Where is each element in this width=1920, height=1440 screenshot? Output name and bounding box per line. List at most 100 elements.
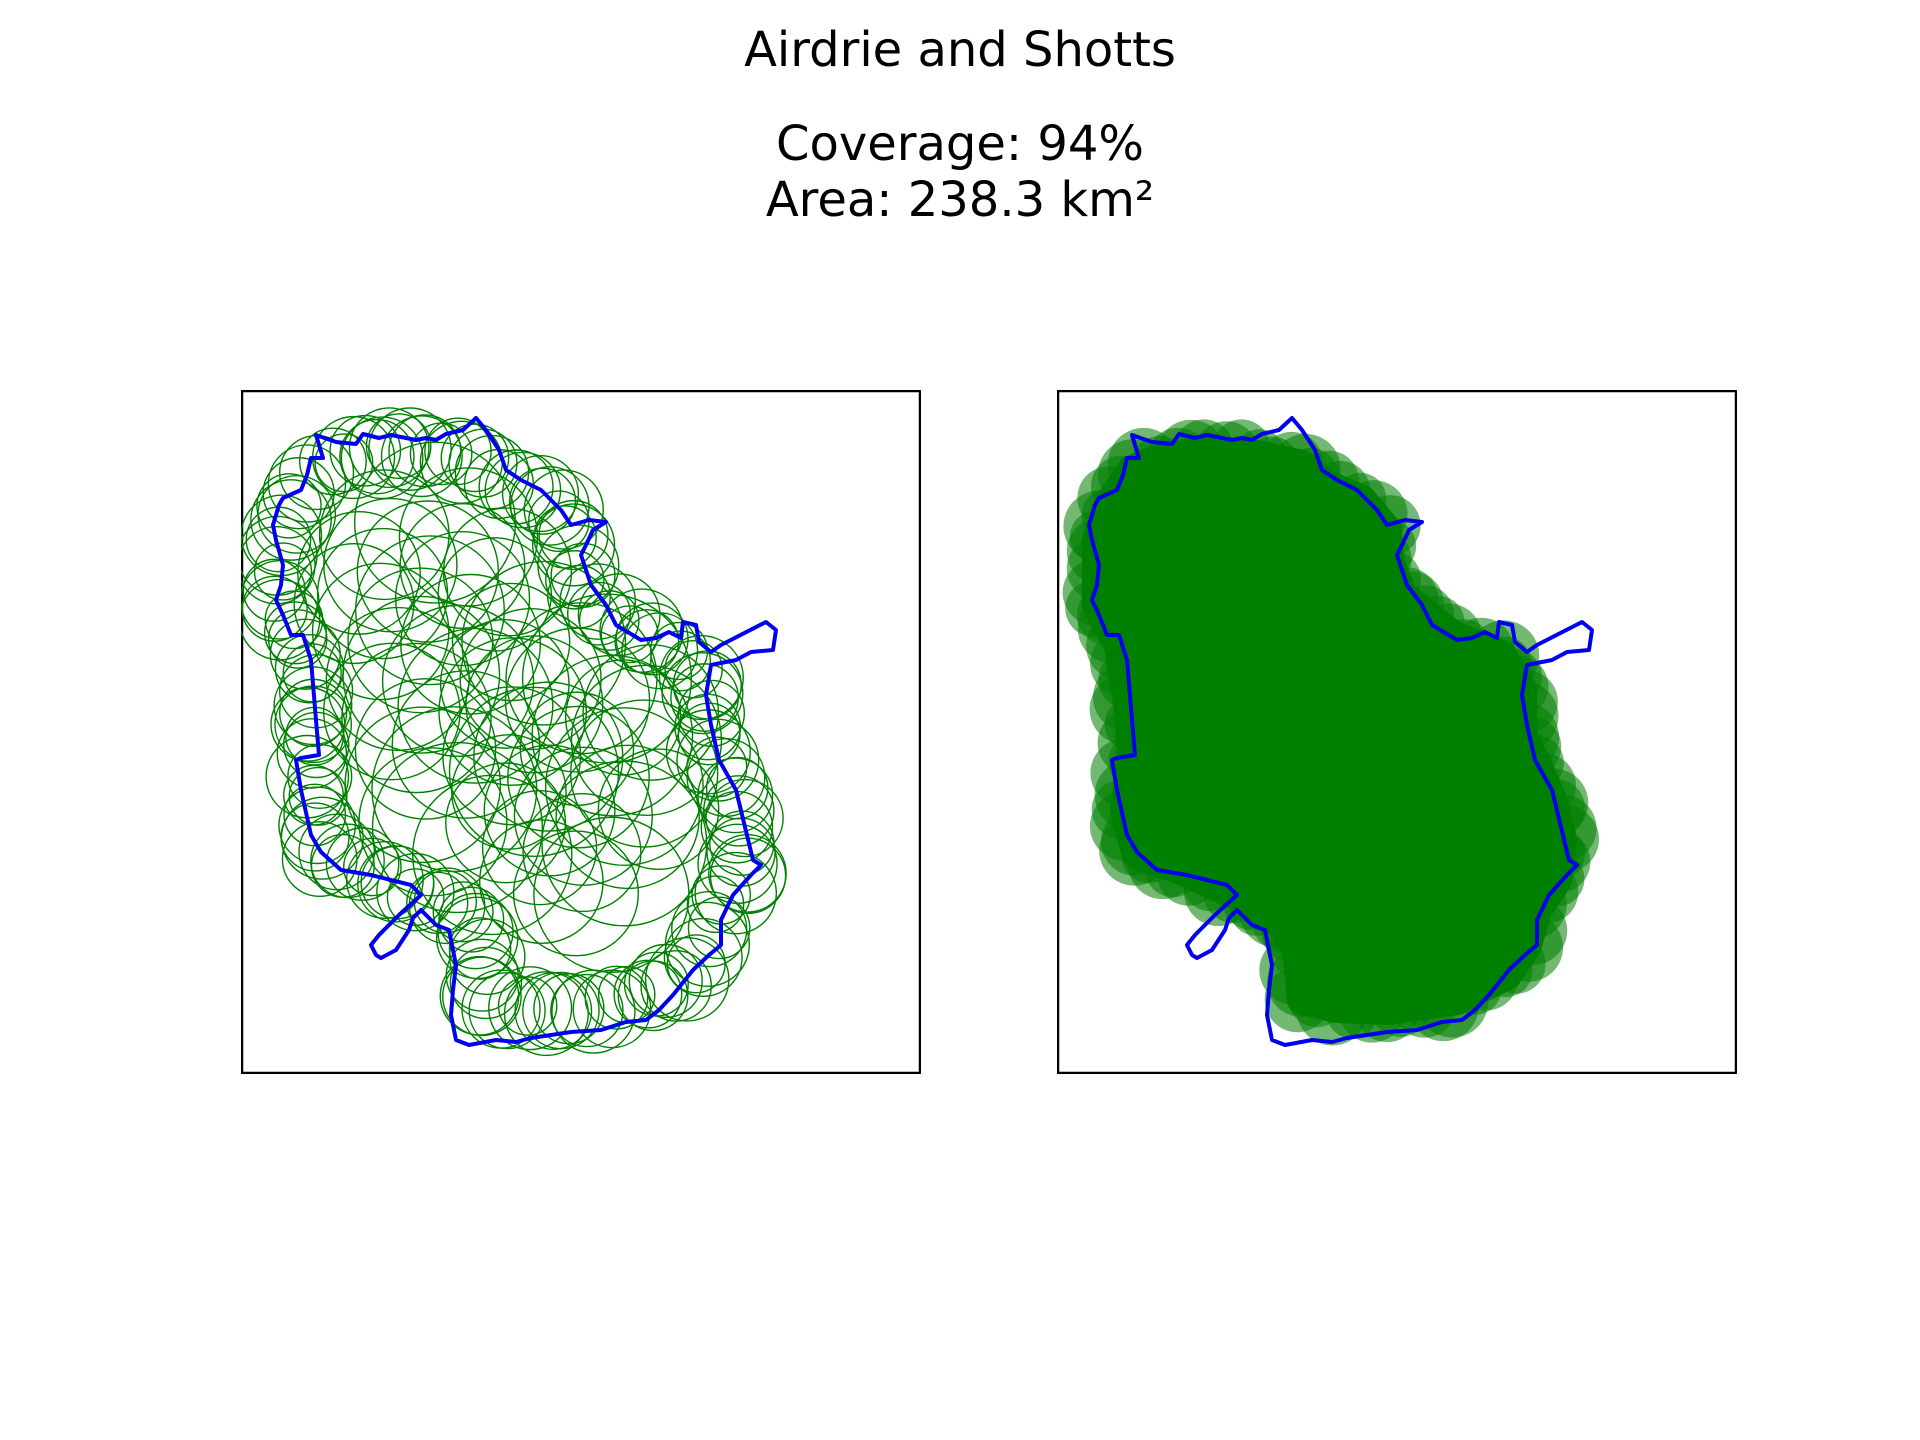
- coverage-circle: [440, 423, 510, 493]
- coverage-circle: [614, 609, 680, 674]
- coverage-circle: [412, 774, 573, 936]
- coverage-circle: [541, 760, 708, 927]
- coverage-circle: [365, 413, 432, 480]
- coverage-circle: [663, 917, 743, 997]
- coverage-circle: [353, 441, 517, 604]
- coverage-circle: [358, 747, 508, 897]
- coverage-circle: [703, 775, 775, 847]
- coverage-circle: [263, 601, 327, 665]
- coverage-circle: [435, 896, 519, 980]
- coverage-circle: [432, 881, 494, 943]
- coverage-circle: [481, 789, 598, 906]
- coverage-circle: [544, 707, 704, 866]
- coverage-circle: [479, 819, 604, 944]
- coverage-circle: [570, 664, 723, 816]
- figure-title: Airdrie and Shotts: [744, 22, 1176, 78]
- coverage-circle: [397, 627, 554, 784]
- coverage-circle: [371, 741, 544, 914]
- coverage-circle: [448, 686, 620, 858]
- coverage-circle: [438, 886, 505, 953]
- coverage-circle: [339, 418, 415, 495]
- coverage-circle: [288, 766, 348, 826]
- coverage-circle: [342, 595, 501, 754]
- coverage-circle: [523, 469, 604, 550]
- coverage-circle: [314, 433, 374, 493]
- coverage-circle: [438, 637, 588, 786]
- coverage-circle: [473, 681, 624, 832]
- coverage-circle: [687, 896, 751, 960]
- coverage-circle: [356, 500, 500, 643]
- coverage-circle: [578, 590, 640, 651]
- coverage-circle: [388, 414, 462, 488]
- coverage-circle: [522, 792, 642, 913]
- filled-coverage-map: [1057, 390, 1737, 1074]
- coverage-circle: [406, 871, 469, 934]
- coverage-circle: [348, 407, 430, 489]
- coverage-circle: [694, 851, 778, 935]
- coverage-circle: [600, 605, 659, 664]
- coverage-circle: [459, 608, 602, 751]
- coverage-circle: [497, 976, 558, 1036]
- coverage-circle: [445, 938, 519, 1012]
- coverage-circle: [241, 560, 320, 640]
- coverage-circle: [572, 969, 652, 1049]
- coverage-circle: [537, 524, 620, 607]
- coverage-circle: [582, 644, 720, 781]
- circle-coverage-map: [241, 390, 921, 1074]
- coverage-circle: [686, 736, 748, 798]
- district-boundary: [1087, 416, 1594, 1047]
- coverage-circle: [344, 706, 502, 864]
- coverage-circle: [394, 530, 531, 667]
- coverage-circle: [354, 535, 505, 686]
- coverage-circle: [241, 575, 308, 642]
- coverage-circles: [241, 407, 787, 1057]
- coverage-circle: [439, 619, 570, 749]
- coverage-circle: [661, 652, 744, 735]
- coverage-circle: [628, 943, 703, 1019]
- coverage-circle: [283, 783, 347, 847]
- coverage-circle: [376, 852, 455, 932]
- coverage-circle: [380, 415, 463, 498]
- coverage-circle: [501, 454, 580, 533]
- coverage-circle: [325, 606, 470, 752]
- coverage-circle: [468, 972, 546, 1050]
- coverage-circle: [250, 479, 332, 561]
- coverage-circle: [658, 634, 744, 721]
- coverage-circle: [550, 973, 624, 1048]
- coverage-circle: [705, 778, 784, 858]
- coverage-circle: [449, 946, 523, 1020]
- coverage-circle: [368, 407, 452, 491]
- coverage-circle: [538, 499, 609, 571]
- coverage-circle: [488, 966, 573, 1051]
- coverage-label: Coverage: 94%: [775, 116, 1145, 172]
- coverage-circle: [613, 959, 683, 1029]
- coverage-circle: [322, 642, 461, 781]
- coverage-circle: [256, 473, 322, 539]
- coverage-circle: [512, 830, 639, 957]
- coverage-circle: [276, 718, 348, 789]
- filled-coverage-map-panel: [1057, 390, 1737, 1074]
- coverage-circle: [316, 527, 449, 660]
- coverage-circle: [341, 642, 492, 794]
- coverage-circle: [532, 503, 616, 587]
- coverage-circle: [461, 560, 627, 726]
- circle-coverage-map-panel: [241, 390, 921, 1074]
- coverage-circle: [311, 562, 450, 701]
- coverage-circle: [510, 466, 590, 546]
- coverage-circle: [531, 654, 694, 817]
- coverage-circle: [533, 816, 690, 973]
- coverage-circle: [559, 563, 637, 640]
- coverage-circle: [253, 542, 313, 601]
- coverage-circle: [354, 678, 497, 820]
- district-boundary: [271, 416, 778, 1047]
- coverage-circle: [478, 449, 554, 525]
- coverage-circle: [555, 744, 700, 890]
- coverage-circle: [597, 748, 720, 871]
- coverage-circle: [545, 550, 605, 610]
- coverage-circle: [451, 582, 571, 702]
- coverage-circle: [454, 434, 530, 510]
- coverage-circle: [442, 686, 582, 826]
- coverage-circle: [381, 604, 535, 758]
- coverage-circle: [644, 936, 730, 1022]
- area-label: Area: 238.3 km²: [765, 172, 1155, 228]
